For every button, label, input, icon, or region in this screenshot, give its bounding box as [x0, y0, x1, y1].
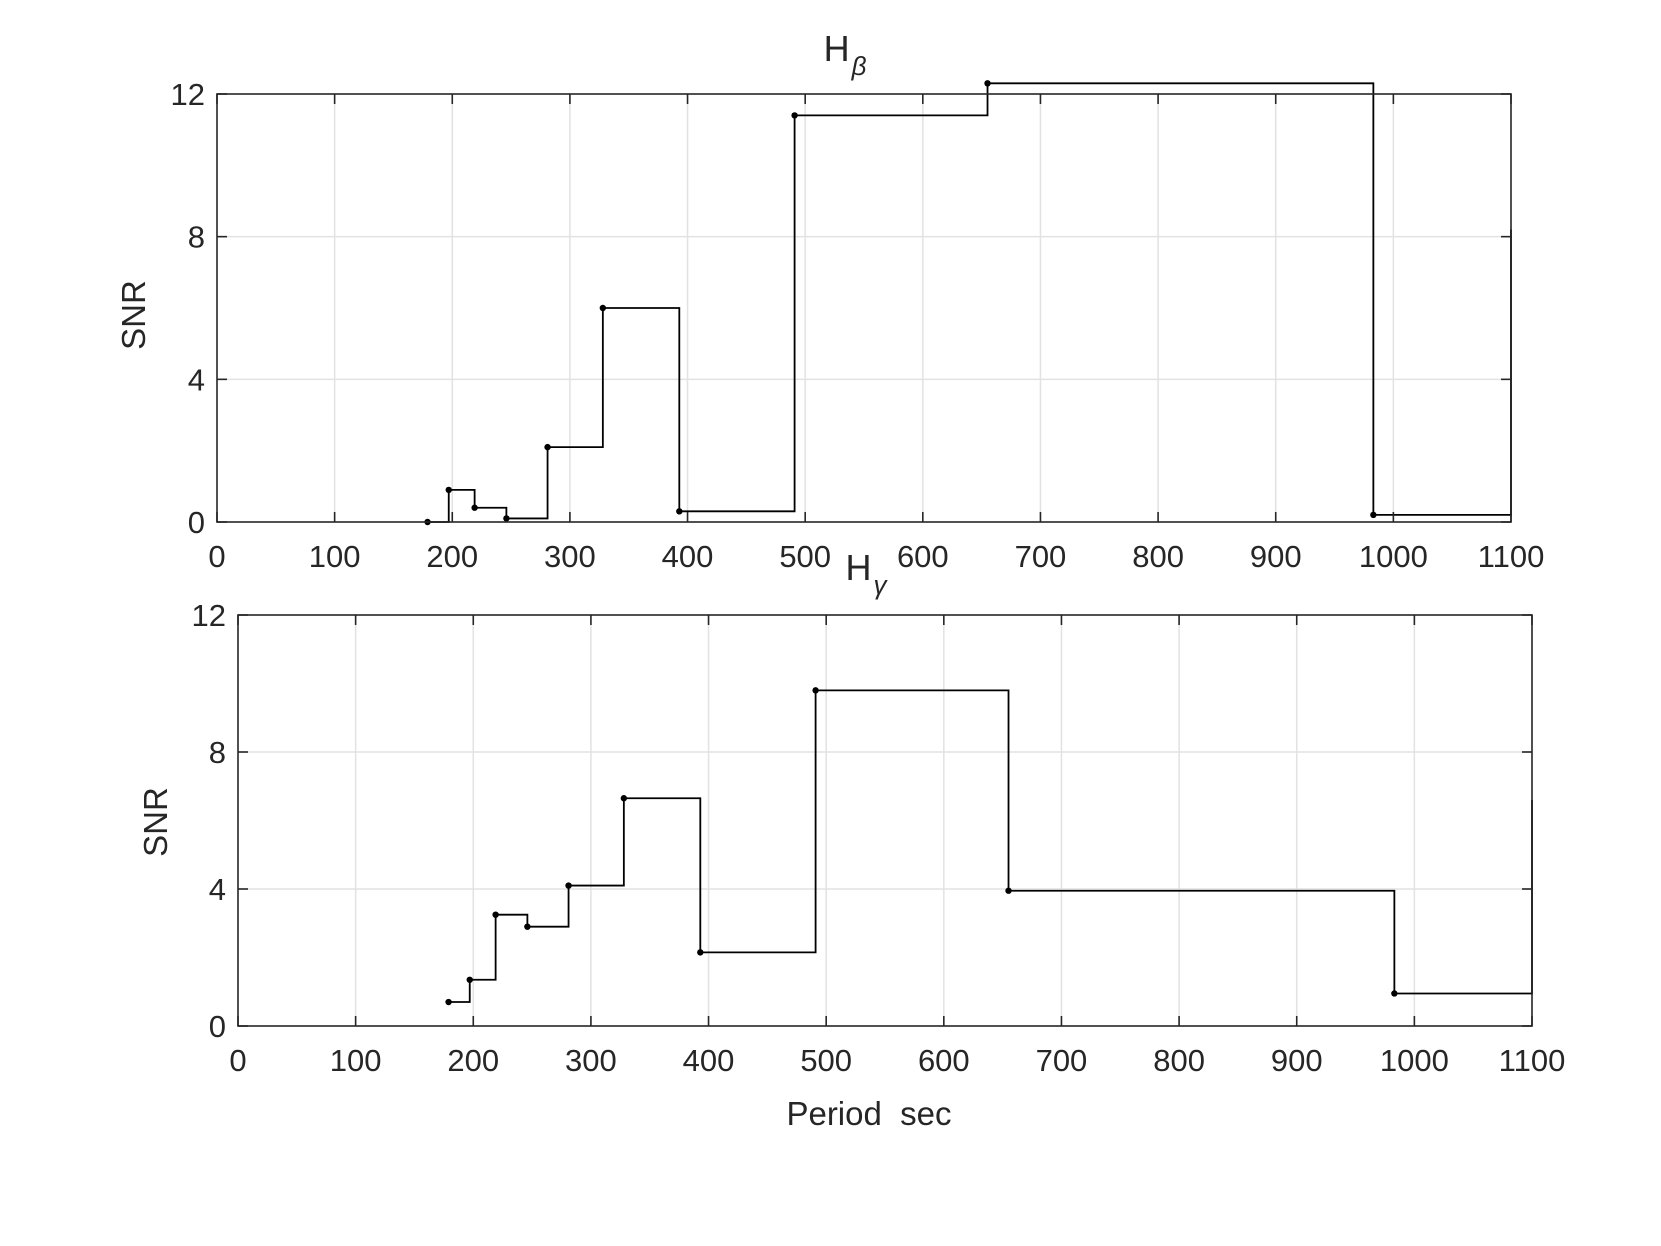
grid-lines [238, 615, 1532, 1026]
x-tick-label: 1000 [1380, 1043, 1449, 1078]
data-point [445, 486, 452, 494]
y-tick-labels: 0 4 8 12 [192, 598, 226, 1044]
data-point [503, 515, 510, 522]
data-point [791, 112, 798, 119]
y-tick-label: 4 [209, 872, 226, 907]
data-point [565, 882, 572, 889]
x-tick-label: 200 [426, 539, 478, 574]
data-point [620, 795, 628, 802]
snr-step-line [427, 82, 1512, 523]
x-tick-label: 1100 [1499, 1043, 1566, 1078]
x-tick-label: 400 [662, 539, 714, 574]
x-tick-label: 400 [683, 1043, 735, 1078]
data-point [1391, 990, 1398, 997]
x-tick-label: 100 [309, 539, 361, 574]
x-tick-label: 500 [800, 1043, 852, 1078]
data-point [471, 504, 478, 511]
x-tick-label: 700 [1036, 1043, 1088, 1078]
data-point [1005, 887, 1012, 894]
x-tick-label: 900 [1271, 1043, 1323, 1078]
x-tick-label: 900 [1250, 539, 1302, 574]
y-tick-label: 8 [209, 735, 226, 770]
data-point [524, 923, 531, 930]
plot-frame [237, 614, 1533, 1027]
chart-panel-h-beta: 0 100 200 300 400 500 600 700 800 900 1000 1100 0 4 8… [115, 28, 1544, 574]
data-point [984, 80, 991, 87]
x-tick-labels: 0 100 200 300 400 500 600 700 800 900 1000 1100 [208, 539, 1544, 574]
data-point [466, 976, 473, 983]
chart-panel-h-gamma: 0 100 200 300 400 500 600 700 800 900 1000 1100 0 4 8… [137, 547, 1565, 1132]
data-point [492, 911, 499, 918]
plot-frame [216, 93, 1512, 523]
axis-ticks [237, 614, 1533, 1027]
data-point [676, 508, 683, 515]
x-tick-label: 1100 [1478, 539, 1545, 574]
chart-title: Hβ [824, 28, 867, 81]
x-tick-label: 0 [208, 539, 225, 574]
y-axis-label: SNR [115, 280, 152, 350]
y-axis-label: SNR [137, 787, 174, 857]
x-tick-label: 200 [447, 1043, 499, 1078]
x-tick-label: 800 [1153, 1043, 1205, 1078]
x-tick-label: 100 [330, 1043, 382, 1078]
data-point [544, 443, 551, 451]
y-tick-label: 12 [171, 77, 205, 112]
x-tick-label: 1000 [1359, 539, 1428, 574]
x-tick-label: 500 [779, 539, 831, 574]
x-tick-labels: 0 100 200 300 400 500 600 700 800 900 1000 1100 [229, 1043, 1565, 1078]
data-point [812, 687, 819, 694]
y-tick-label: 4 [188, 362, 205, 397]
axis-ticks [216, 93, 1512, 523]
y-tick-label: 0 [209, 1009, 226, 1044]
data-point [697, 949, 704, 956]
y-tick-label: 12 [192, 598, 226, 633]
snr-step-line [448, 689, 1533, 1003]
x-axis-label: Period sec [786, 1095, 951, 1132]
y-tick-label: 8 [188, 220, 205, 255]
data-point [1370, 511, 1377, 519]
x-tick-label: 600 [918, 1043, 970, 1078]
x-tick-label: 0 [229, 1043, 246, 1078]
x-tick-label: 300 [544, 539, 596, 574]
y-tick-label: 0 [188, 505, 205, 540]
data-markers [424, 80, 1377, 526]
x-tick-label: 800 [1132, 539, 1184, 574]
x-tick-label: 600 [897, 539, 949, 574]
chart-title: Hγ [846, 547, 889, 600]
grid-lines [217, 94, 1511, 522]
data-point [599, 304, 607, 312]
x-tick-label: 300 [565, 1043, 617, 1078]
y-tick-labels: 0 4 8 12 [171, 77, 205, 540]
x-tick-label: 700 [1015, 539, 1067, 574]
data-point [445, 998, 452, 1006]
data-markers [445, 687, 1398, 1006]
